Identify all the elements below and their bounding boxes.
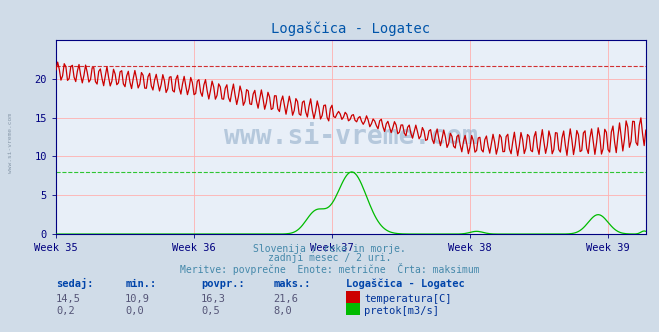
- Text: 14,5: 14,5: [56, 294, 81, 304]
- Text: zadnji mesec / 2 uri.: zadnji mesec / 2 uri.: [268, 253, 391, 263]
- Text: min.:: min.:: [125, 279, 156, 289]
- Text: sedaj:: sedaj:: [56, 278, 94, 289]
- Text: 8,0: 8,0: [273, 306, 292, 316]
- Text: pretok[m3/s]: pretok[m3/s]: [364, 306, 440, 316]
- Text: Logaščica - Logatec: Logaščica - Logatec: [346, 279, 465, 289]
- Text: temperatura[C]: temperatura[C]: [364, 294, 452, 304]
- Text: povpr.:: povpr.:: [201, 279, 244, 289]
- Text: www.si-vreme.com: www.si-vreme.com: [8, 113, 13, 173]
- Text: Meritve: povprečne  Enote: metrične  Črta: maksimum: Meritve: povprečne Enote: metrične Črta:…: [180, 263, 479, 275]
- Text: 0,5: 0,5: [201, 306, 219, 316]
- Text: Slovenija / reke in morje.: Slovenija / reke in morje.: [253, 244, 406, 254]
- Text: 21,6: 21,6: [273, 294, 299, 304]
- Text: www.si-vreme.com: www.si-vreme.com: [224, 124, 478, 150]
- Text: 10,9: 10,9: [125, 294, 150, 304]
- Text: maks.:: maks.:: [273, 279, 311, 289]
- Text: 0,0: 0,0: [125, 306, 144, 316]
- Title: Logaščica - Logatec: Logaščica - Logatec: [272, 21, 430, 36]
- Text: 16,3: 16,3: [201, 294, 226, 304]
- Text: 0,2: 0,2: [56, 306, 74, 316]
